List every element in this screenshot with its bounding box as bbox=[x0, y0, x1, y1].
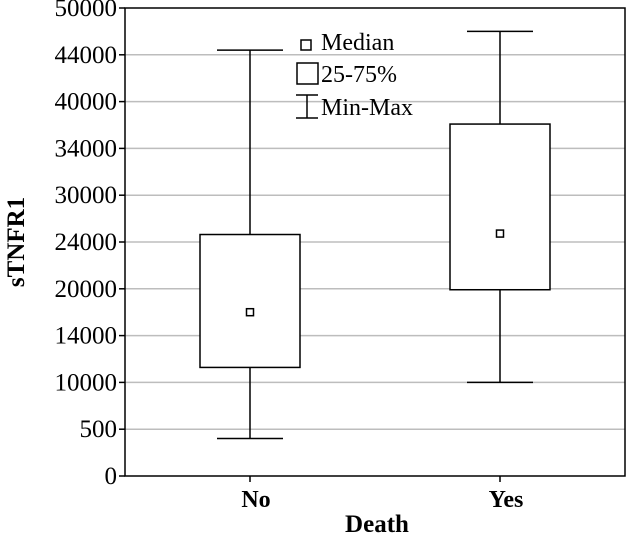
y-tick-label: 50000 bbox=[55, 0, 118, 22]
box-no bbox=[199, 49, 301, 440]
y-tick-label: 34000 bbox=[55, 135, 118, 162]
box-yes bbox=[449, 30, 551, 384]
legend: Median 25-75% Min-Max bbox=[296, 30, 413, 121]
legend-box-label: 25-75% bbox=[321, 62, 397, 88]
y-tick-label: 0 bbox=[105, 463, 118, 490]
y-tick-label: 44000 bbox=[55, 42, 118, 69]
y-tick-label: 10000 bbox=[55, 369, 118, 396]
y-tick-label: 14000 bbox=[55, 323, 118, 350]
median-marker bbox=[495, 229, 505, 238]
legend-box-symbol bbox=[296, 62, 319, 85]
y-tick-label: 20000 bbox=[55, 276, 118, 303]
y-axis-title: sTNFR1 bbox=[3, 197, 30, 287]
iqr-box bbox=[449, 123, 551, 291]
boxes bbox=[199, 30, 551, 440]
y-tick-label: 500 bbox=[80, 416, 118, 443]
x-axis-ticks: No Yes bbox=[241, 476, 523, 513]
x-tick-label: No bbox=[241, 487, 270, 513]
y-tick-label: 24000 bbox=[55, 229, 118, 256]
legend-whisker-label: Min-Max bbox=[321, 95, 413, 121]
legend-median-symbol bbox=[300, 39, 312, 51]
legend-median-label: Median bbox=[321, 30, 394, 56]
iqr-box bbox=[199, 233, 301, 369]
y-tick-label: 40000 bbox=[55, 89, 118, 116]
x-axis-title: Death bbox=[345, 511, 409, 534]
x-tick-label: Yes bbox=[489, 487, 524, 513]
median-marker bbox=[245, 307, 255, 317]
y-axis-ticks: 0 500 10000 14000 20000 24000 30000 34000 40000 4… bbox=[55, 0, 125, 490]
y-tick-label: 30000 bbox=[55, 182, 118, 209]
